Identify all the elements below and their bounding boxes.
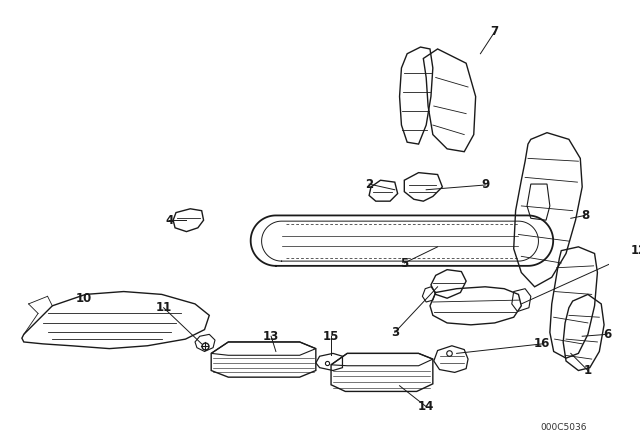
Text: 6: 6 (603, 328, 611, 341)
Text: 9: 9 (481, 178, 490, 191)
Text: 3: 3 (391, 326, 399, 339)
Text: 12: 12 (631, 244, 640, 257)
Text: 16: 16 (534, 337, 550, 350)
Text: 14: 14 (418, 400, 435, 413)
Text: 8: 8 (581, 209, 589, 222)
Text: 13: 13 (263, 330, 279, 343)
Text: 1: 1 (584, 364, 592, 377)
Text: 11: 11 (156, 301, 172, 314)
Text: 4: 4 (165, 214, 173, 227)
Text: 7: 7 (491, 26, 499, 39)
Text: 15: 15 (323, 330, 339, 343)
Text: 2: 2 (365, 177, 373, 190)
Text: 5: 5 (400, 257, 408, 270)
Text: 10: 10 (76, 292, 92, 305)
Text: 000C5036: 000C5036 (540, 423, 586, 432)
